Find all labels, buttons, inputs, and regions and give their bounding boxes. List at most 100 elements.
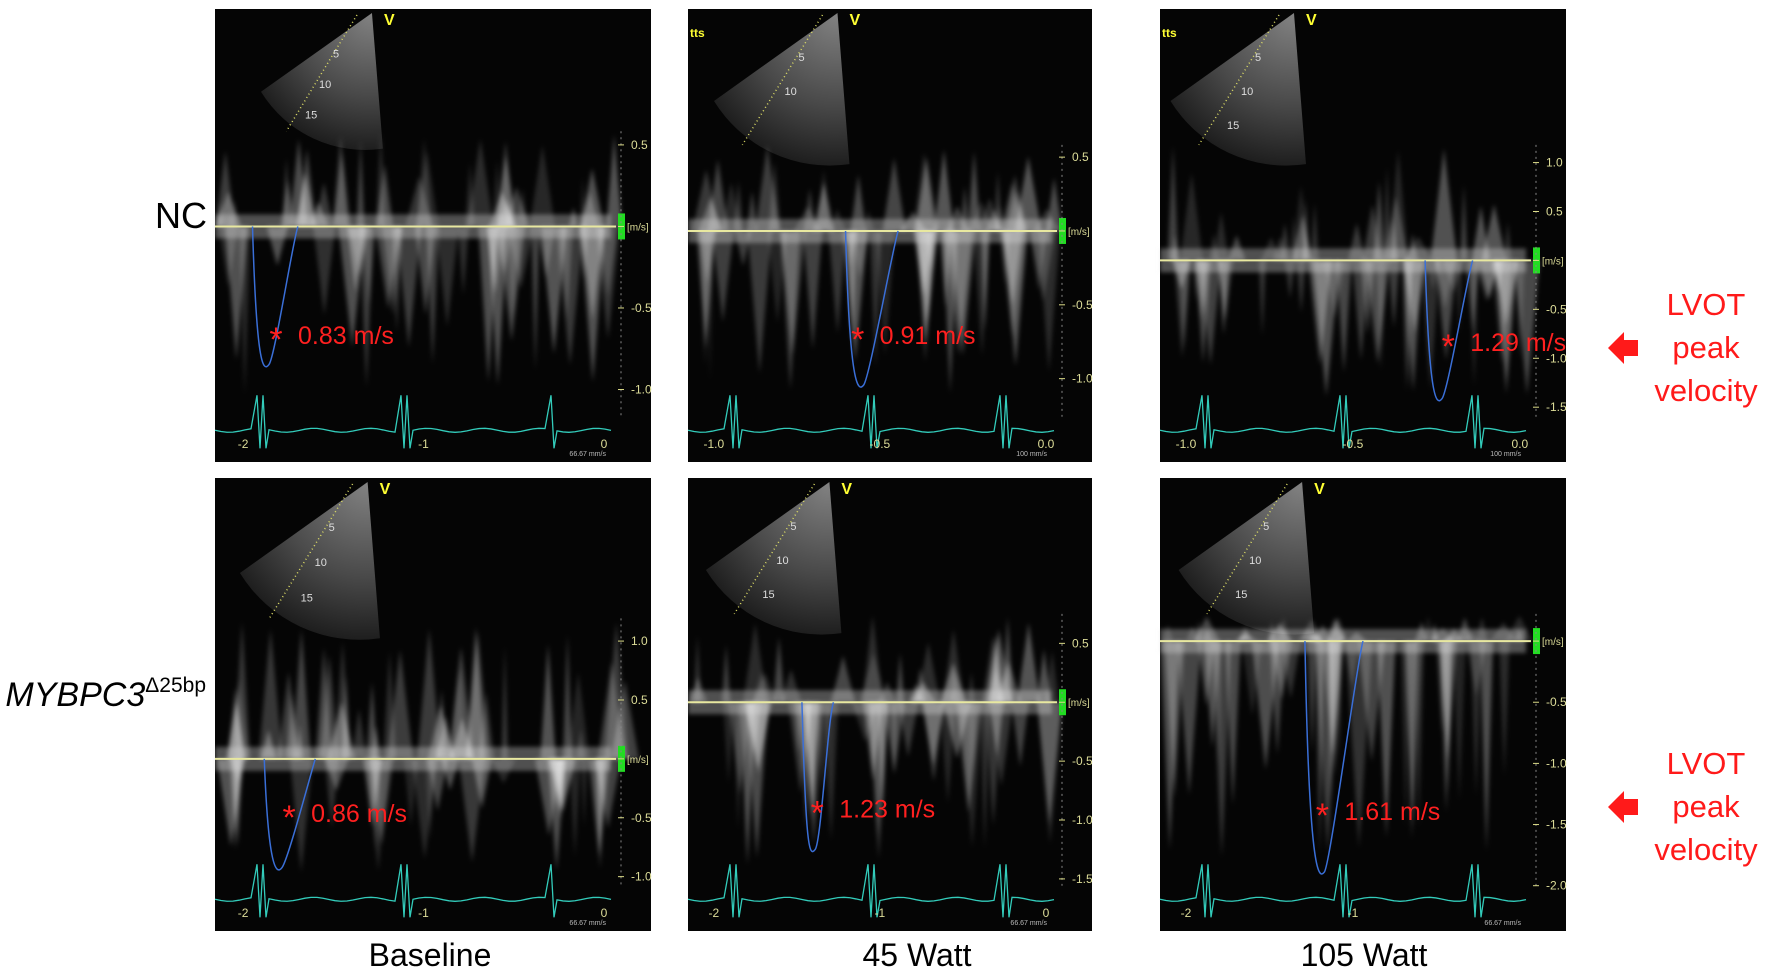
ecg-trace [214, 864, 612, 918]
doppler-spike [411, 758, 438, 859]
doppler-spike [580, 226, 605, 321]
doppler-spike [414, 226, 437, 316]
doppler-spike [823, 702, 839, 841]
doppler-spike [767, 230, 788, 324]
doppler-spike [376, 164, 394, 227]
y-tick-label: [m/s] [627, 755, 649, 766]
doppler-spike [801, 702, 811, 829]
sector-image [705, 482, 842, 635]
x-tick-label: -1 [1348, 906, 1359, 920]
x-tick-label: 0 [601, 437, 608, 451]
doppler-spike [218, 226, 239, 287]
sector-label: V [841, 481, 852, 498]
sweep-speed: 66.67 mm/s [1484, 920, 1521, 927]
sector-label: 15 [762, 589, 774, 601]
velocity-label: 0.86 m/s [311, 800, 407, 828]
sector-label: 10 [1249, 555, 1261, 567]
doppler-spike [1456, 260, 1463, 334]
sector-label: 5 [1263, 521, 1269, 533]
y-tick-label: -1.0 [1072, 813, 1093, 827]
column-label: Baseline [369, 937, 492, 973]
y-tick-label: -0.5 [631, 301, 652, 315]
doppler-spike [282, 158, 291, 227]
doppler-spike [1481, 204, 1507, 261]
sweep-speed: 66.67 mm/s [569, 451, 606, 458]
doppler-spike [1491, 260, 1512, 365]
doppler-spike [1269, 641, 1286, 755]
y-tick-label: 0.5 [1546, 204, 1563, 218]
corner-label: tts [690, 26, 705, 40]
doppler-spike [606, 134, 622, 227]
x-tick-label: 0 [601, 906, 608, 920]
doppler-spike [739, 702, 756, 865]
y-tick-label: -0.5 [631, 811, 652, 825]
sector-label: 5 [790, 521, 796, 533]
doppler-spike [1177, 641, 1202, 796]
y-tick-label: [m/s] [1068, 227, 1090, 238]
velocity-envelope [263, 758, 316, 871]
velocity-envelope [844, 230, 899, 388]
doppler-spike [1167, 146, 1179, 261]
velocity-envelope [251, 226, 299, 368]
x-tick-label: -1 [418, 906, 429, 920]
sector-label: V [849, 12, 860, 29]
y-tick-label: -1.5 [1072, 872, 1093, 886]
doppler-spike [1315, 641, 1340, 853]
doppler-spike [973, 230, 991, 356]
sector-label: V [380, 481, 391, 498]
x-tick-label: 0 [1043, 906, 1050, 920]
sweep-speed: 100 mm/s [1490, 451, 1521, 458]
y-tick-label: -1.5 [1546, 818, 1567, 832]
sweep-speed: 66.67 mm/s [1010, 920, 1047, 927]
row-label: MYBPC3Δ25bp [5, 674, 206, 714]
x-tick-label: -1 [418, 437, 429, 451]
doppler-spike [1213, 211, 1229, 261]
doppler-spike [1375, 260, 1386, 371]
annotation-line: velocity [1654, 373, 1758, 408]
doppler-spike [478, 226, 499, 382]
doppler-spike [333, 152, 352, 227]
doppler-spike [1514, 260, 1540, 395]
doppler-spike [696, 230, 716, 349]
x-tick-label: 0.0 [1038, 437, 1055, 451]
doppler-spike [549, 758, 575, 812]
doppler-spike [492, 159, 502, 227]
sector-image [1178, 481, 1315, 635]
doppler-spike [291, 629, 311, 759]
y-tick-label: [m/s] [627, 222, 649, 233]
doppler-spike [734, 702, 743, 830]
x-tick-label: -2 [238, 906, 249, 920]
doppler-spike [286, 691, 297, 759]
sector-scale [741, 14, 824, 146]
doppler-spike [258, 628, 283, 759]
y-tick-label: [m/s] [1068, 698, 1090, 709]
doppler-spike [1307, 641, 1317, 753]
doppler-spike [1029, 230, 1049, 291]
annotation-line: velocity [1654, 832, 1758, 867]
doppler-signal [688, 145, 1063, 394]
doppler-spike [435, 226, 459, 327]
doppler-spike [529, 145, 556, 227]
doppler-spike [1211, 641, 1232, 858]
doppler-spike [896, 652, 905, 703]
y-tick-label: -0.5 [1546, 695, 1567, 709]
doppler-spike [1471, 205, 1490, 261]
doppler-spike [980, 702, 990, 849]
x-tick-label: -2 [708, 906, 719, 920]
sweep-speed: 100 mm/s [1016, 451, 1047, 458]
doppler-spike [356, 140, 365, 227]
doppler-spike [1373, 180, 1385, 261]
y-tick-label: 1.0 [1546, 156, 1563, 170]
row-label-sup: Δ25bp [145, 674, 206, 697]
doppler-spike [1323, 260, 1346, 319]
column-label: 105 Watt [1301, 937, 1428, 973]
doppler-spike [1196, 260, 1208, 321]
doppler-spike [780, 230, 801, 390]
y-tick-label: -1.5 [1546, 400, 1567, 414]
doppler-spike [1011, 702, 1029, 767]
doppler-spike [1017, 622, 1040, 703]
y-tick-label: -1.0 [1546, 351, 1567, 365]
doppler-spike [594, 758, 606, 869]
velocity-label: 0.91 m/s [880, 322, 976, 350]
